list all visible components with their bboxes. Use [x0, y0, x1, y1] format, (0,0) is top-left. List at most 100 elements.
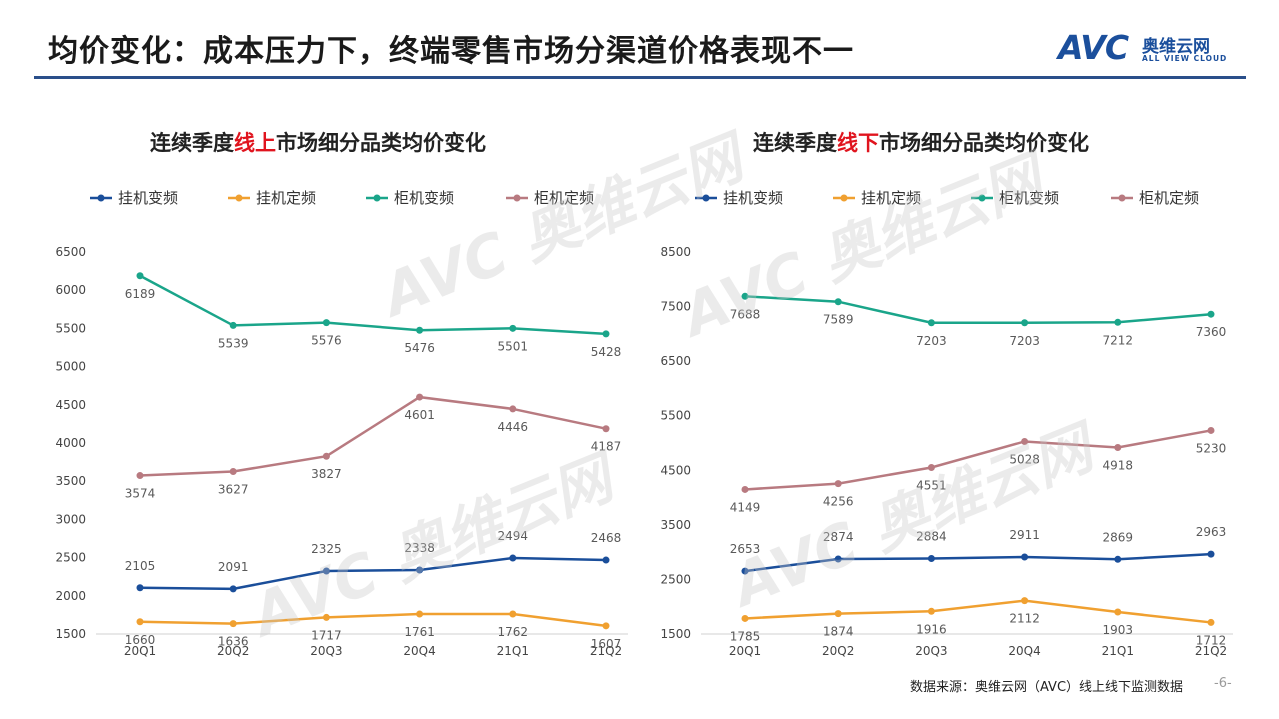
offline-data-label: 4149	[730, 500, 761, 514]
offline-data-label: 7589	[823, 313, 854, 327]
online-data-label: 2105	[125, 559, 156, 573]
online-y-tick-label: 6000	[55, 283, 86, 297]
chart-title-online-suffix: 市场细分品类均价变化	[276, 131, 486, 155]
online-data-label: 5476	[404, 341, 435, 355]
online-data-point	[229, 321, 237, 329]
online-data-point	[322, 613, 330, 621]
offline-data-label: 2653	[730, 542, 761, 556]
online-data-point	[229, 467, 237, 475]
offline-data-point	[1114, 443, 1122, 451]
offline-x-tick-label: 20Q2	[822, 644, 854, 658]
online-data-point	[229, 620, 237, 628]
online-data-label: 2468	[591, 531, 622, 545]
offline-series-line-0	[744, 552, 1212, 573]
offline-data-point	[1021, 597, 1029, 605]
offline-data-label: 1903	[1103, 623, 1134, 637]
online-data-point	[136, 472, 144, 480]
online-data-label: 2091	[218, 560, 249, 574]
online-x-tick-label: 20Q2	[217, 644, 249, 658]
online-data-label: 2325	[311, 542, 342, 556]
offline-data-label: 2874	[823, 530, 854, 544]
offline-data-point	[741, 292, 749, 300]
online-y-tick-label: 6500	[55, 245, 86, 259]
offline-price-line-chart: 挂机变频 挂机定频 柜机变频 柜机定频 1500 2500 3500 4500 5500 6500…	[660, 189, 1233, 658]
online-data-point	[416, 610, 424, 618]
chart-title-offline-suffix: 市场细分品类均价变化	[879, 131, 1089, 155]
offline-data-label: 1874	[823, 625, 854, 639]
offline-data-label: 4551	[916, 479, 947, 493]
data-source-note: 数据来源：奥维云网（AVC）线上线下监测数据	[910, 680, 1184, 695]
online-y-tick-label: 3000	[55, 512, 86, 526]
offline-data-label: 1916	[916, 622, 947, 636]
page-number: -6-	[1214, 676, 1232, 691]
offline-y-tick-label: 5500	[660, 409, 691, 423]
offline-legend-marker-2	[978, 194, 986, 202]
online-data-label: 2338	[404, 541, 435, 555]
offline-data-label: 2869	[1103, 530, 1134, 544]
logo-chinese-name: 奥维云网	[1142, 37, 1210, 57]
offline-data-point	[741, 485, 749, 493]
offline-data-label: 5028	[1009, 452, 1040, 466]
online-data-point	[509, 610, 517, 618]
offline-legend-marker-0	[702, 194, 710, 202]
online-legend-marker-2	[373, 194, 381, 202]
offline-data-point	[1021, 319, 1029, 327]
offline-data-point	[834, 555, 842, 563]
online-x-tick-label: 21Q2	[590, 644, 622, 658]
offline-series-line-3	[744, 429, 1212, 491]
offline-series-line-2	[744, 295, 1212, 325]
offline-y-tick-label: 8500	[660, 245, 691, 259]
offline-data-label: 7212	[1103, 333, 1134, 347]
offline-data-point	[927, 464, 935, 472]
offline-x-tick-label: 20Q3	[915, 644, 947, 658]
online-data-point	[136, 618, 144, 626]
online-series-line-2	[139, 274, 607, 336]
offline-legend-marker-1	[840, 194, 848, 202]
online-x-tick-label: 20Q4	[403, 644, 435, 658]
online-data-point	[509, 405, 517, 413]
online-data-point	[602, 622, 610, 630]
offline-data-point	[1207, 550, 1215, 558]
offline-legend-label-3: 柜机定频	[1139, 189, 1199, 207]
offline-data-label: 7688	[730, 307, 761, 321]
online-legend-label-1: 挂机定频	[256, 189, 316, 207]
offline-data-point	[834, 298, 842, 306]
online-data-point	[416, 566, 424, 574]
offline-y-tick-label: 3500	[660, 518, 691, 532]
offline-data-point	[1207, 426, 1215, 434]
online-legend-label-3: 柜机定频	[534, 189, 594, 207]
online-y-tick-label: 5500	[55, 321, 86, 335]
offline-data-label: 4256	[823, 495, 854, 509]
online-y-tick-label: 4500	[55, 398, 86, 412]
online-y-tick-label: 3500	[55, 474, 86, 488]
online-data-point	[602, 556, 610, 564]
online-legend-label-0: 挂机变频	[118, 189, 178, 207]
offline-x-tick-label: 20Q4	[1008, 644, 1040, 658]
online-data-point	[136, 584, 144, 592]
offline-data-point	[1114, 555, 1122, 563]
title-divider	[34, 76, 1246, 79]
online-data-label: 5428	[591, 345, 622, 359]
offline-data-label: 7203	[1009, 334, 1040, 348]
online-data-label: 1660	[125, 633, 156, 647]
offline-data-point	[1021, 553, 1029, 561]
offline-data-point	[834, 610, 842, 618]
offline-legend-label-1: 挂机定频	[861, 189, 921, 207]
page-title: 均价变化：成本压力下，终端零售市场分渠道价格表现不一	[48, 34, 854, 69]
online-x-tick-label: 21Q1	[497, 644, 529, 658]
online-data-label: 1762	[498, 625, 529, 639]
offline-data-point	[1207, 310, 1215, 318]
online-data-label: 5501	[498, 339, 529, 353]
online-data-label: 6189	[125, 287, 156, 301]
online-data-label: 3627	[218, 482, 249, 496]
online-data-point	[136, 272, 144, 280]
offline-data-point	[741, 567, 749, 575]
online-data-label: 3827	[311, 467, 342, 481]
online-data-point	[322, 567, 330, 575]
online-data-label: 1636	[218, 635, 249, 649]
online-data-point	[322, 452, 330, 460]
online-data-label: 1761	[404, 625, 435, 639]
online-y-tick-label: 5000	[55, 360, 86, 374]
online-data-point	[509, 554, 517, 562]
online-y-tick-label: 4000	[55, 436, 86, 450]
